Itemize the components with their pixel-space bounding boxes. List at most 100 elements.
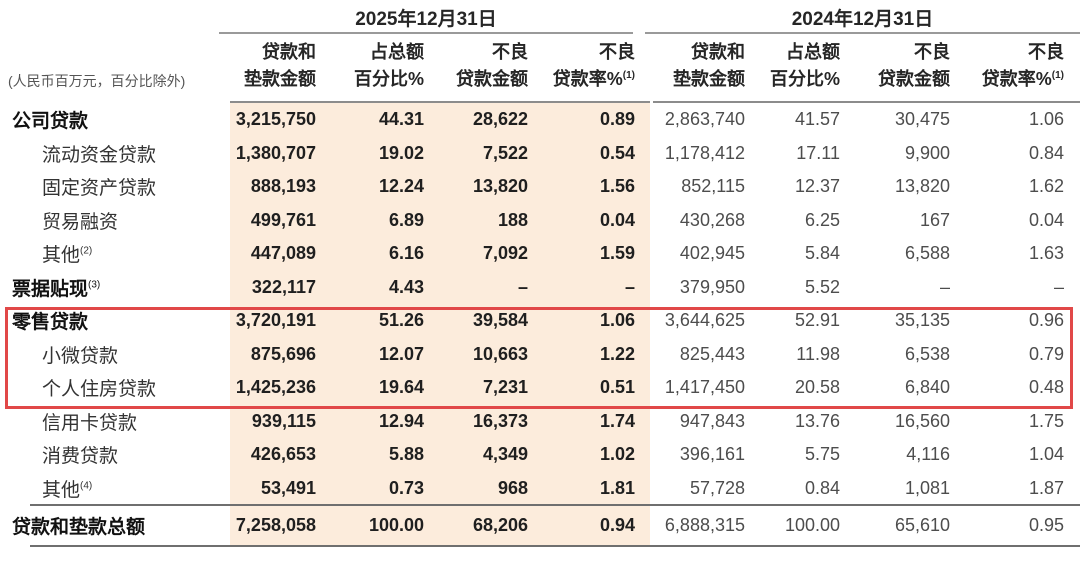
cell-2025: 1,380,707: [235, 142, 316, 163]
cell-2025: 322,117: [251, 276, 316, 297]
footnote-marker: (2): [80, 245, 93, 257]
cell-2024: 167: [919, 209, 950, 230]
table-row: 流动资金贷款 1,380,707 19.02 7,522 0.54 1,178,412 17…: [0, 137, 1080, 171]
cell-2025: 3,720,191: [235, 310, 316, 331]
cell-2025: 51.26: [378, 310, 424, 331]
cell-2024: 65,610: [894, 515, 950, 536]
cell-2025: 3,215,750: [235, 109, 316, 130]
cell-2024: 852,115: [681, 176, 745, 197]
cell-2024: 6.25: [804, 209, 840, 230]
cell-2025: 1.56: [599, 176, 635, 197]
cell-2024: 0.48: [1028, 377, 1064, 398]
cell-2024: 52.91: [794, 310, 840, 331]
row-label: 票据贴现(3): [12, 278, 101, 300]
cell-2025: 7,092: [482, 243, 528, 264]
cell-2025: 6.16: [388, 243, 424, 264]
current-period-highlight-band: [230, 103, 650, 546]
column-header-2024-1: 贷款和 垫款金额: [673, 42, 745, 89]
period-title-2025: 2025年12月31日: [355, 9, 497, 30]
cell-2025: 0.89: [599, 109, 635, 130]
cell-2025: 19.02: [378, 142, 424, 163]
footnote-marker: (4): [80, 480, 93, 492]
cell-2025: 100.00: [368, 515, 424, 536]
cell-2025: 875,696: [250, 343, 316, 364]
cell-2025: 0.51: [599, 377, 635, 398]
table-row: 个人住房贷款 1,425,236 19.64 7,231 0.51 1,417,450 20…: [0, 371, 1080, 405]
rule-under-2025-title: [219, 32, 633, 34]
cell-2025: 1.06: [599, 310, 635, 331]
cell-2025: 1.02: [599, 444, 635, 465]
footnote-marker: (1): [622, 70, 635, 81]
cell-2025: 7,231: [482, 377, 528, 398]
cell-2024: 1.75: [1028, 410, 1064, 431]
cell-2024: 5.84: [804, 243, 840, 264]
cell-2025: 1.81: [599, 477, 635, 498]
column-header-2024-3: 不良 贷款金额: [878, 42, 950, 89]
row-label: 消费贷款: [42, 446, 119, 468]
cell-2024: 0.96: [1028, 310, 1064, 331]
cell-2024: 6,588: [904, 243, 950, 264]
row-label: 个人住房贷款: [42, 379, 157, 401]
cell-2024: 0.95: [1028, 515, 1064, 536]
column-header-2025-4: 不良 贷款率%(1): [552, 42, 635, 89]
row-label: 公司贷款: [12, 111, 89, 133]
table-row: 公司贷款 3,215,750 44.31 28,622 0.89 2,863,740 41.…: [0, 103, 1080, 137]
cell-2024: 1.62: [1028, 176, 1064, 197]
cell-2025: 1.22: [599, 343, 635, 364]
cell-2024: 825,443: [679, 343, 745, 364]
cell-2024: 379,950: [679, 276, 745, 297]
cell-2024: –: [939, 276, 950, 297]
cell-2025: 4,349: [482, 444, 528, 465]
cell-2024: 3,644,625: [664, 310, 745, 331]
cell-2025: 4.43: [388, 276, 424, 297]
rule-under-2024-headers: [653, 101, 1080, 103]
cell-2025: 1.74: [599, 410, 635, 431]
cell-2025: 188: [497, 209, 528, 230]
row-label: 其他(2): [42, 245, 93, 267]
cell-2024: 1.87: [1028, 477, 1064, 498]
cell-2024: 35,135: [894, 310, 950, 331]
cell-2025: –: [517, 276, 528, 297]
row-label: 其他(4): [42, 479, 93, 501]
rule-under-2025-headers: [230, 101, 650, 103]
cell-2025: 968: [497, 477, 528, 498]
cell-2025: 13,820: [472, 176, 528, 197]
cell-2024: 0.79: [1028, 343, 1064, 364]
table-body: 公司贷款 3,215,750 44.31 28,622 0.89 2,863,740 41.…: [0, 103, 1080, 547]
column-header-2025-2: 占总额 百分比%: [353, 42, 424, 89]
row-label: 贷款和垫款总额: [12, 517, 146, 539]
cell-2024: 20.58: [794, 377, 840, 398]
cell-2025: –: [624, 276, 635, 297]
cell-2025: 447,089: [250, 243, 316, 264]
cell-2025: 12.24: [378, 176, 424, 197]
cell-2024: 41.57: [794, 109, 840, 130]
cell-2025: 12.07: [378, 343, 424, 364]
cell-2024: –: [1053, 276, 1064, 297]
cell-2024: 13,820: [894, 176, 950, 197]
cell-2024: 1,081: [904, 477, 950, 498]
cell-2025: 426,653: [250, 444, 316, 465]
cell-2025: 53,491: [260, 477, 316, 498]
cell-2025: 888,193: [250, 176, 316, 197]
row-label: 固定资产贷款: [42, 178, 157, 200]
cell-2024: 100.00: [784, 515, 840, 536]
cell-2025: 0.04: [599, 209, 635, 230]
cell-2024: 1.06: [1028, 109, 1064, 130]
table-row: 其他(2) 447,089 6.16 7,092 1.59 402,945 5.84 6,58…: [0, 237, 1080, 271]
cell-2024: 402,945: [679, 243, 745, 264]
column-header-2024-4: 不良 贷款率%(1): [981, 42, 1064, 89]
cell-2025: 10,663: [472, 343, 528, 364]
table-row: 其他(4) 53,491 0.73 968 1.81 57,728 0.84 1,081 1.8…: [0, 472, 1080, 506]
table-row: 信用卡贷款 939,115 12.94 16,373 1.74 947,843 13.76 1…: [0, 405, 1080, 439]
cell-2024: 30,475: [894, 109, 950, 130]
cell-2024: 2,863,740: [664, 109, 745, 130]
cell-2025: 5.88: [388, 444, 424, 465]
cell-2025: 0.54: [599, 142, 635, 163]
cell-2024: 57,728: [689, 477, 745, 498]
cell-2025: 0.94: [599, 515, 635, 536]
cell-2024: 1.04: [1028, 444, 1064, 465]
column-header-2024-2: 占总额 百分比%: [769, 42, 840, 89]
cell-2024: 17.11: [796, 142, 840, 163]
cell-2025: 6.89: [388, 209, 424, 230]
